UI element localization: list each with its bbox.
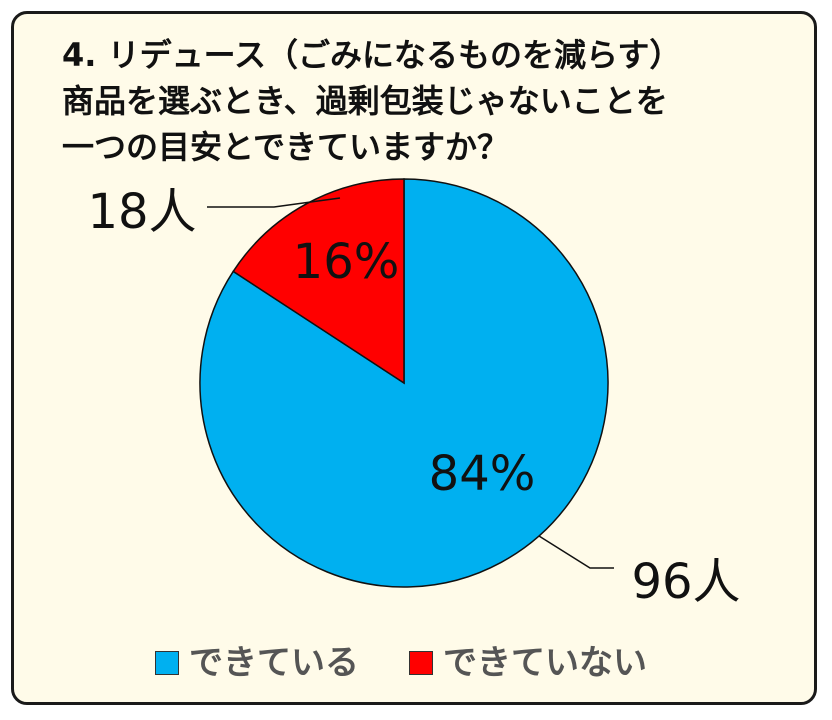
pie-slice-dekiteinai [232,178,405,385]
legend-swatch-dekiteiru [155,651,179,675]
percent-label-dekiteiru: 84% [429,446,536,502]
legend-swatch-dekiteinai [409,651,433,675]
chart-title: 4. リデュース（ごみになるものを減らす） 商品を選ぶとき、過剰包装じゃないこと… [62,36,682,166]
legend-label-dekiteiru: できている [189,643,359,683]
leader-line-dekiteinai [207,197,341,208]
leader-line-dekiteiru [538,535,614,569]
legend-item-dekiteinai: できていない [409,643,647,683]
count-label-dekiteiru: 96人 [631,554,740,610]
legend-label-dekiteinai: できていない [443,643,647,683]
legend: できている できていない [155,643,697,683]
percent-label-dekiteinai: 16% [293,234,400,290]
legend-item-dekiteiru: できている [155,643,359,683]
count-label-dekiteinai: 18人 [87,184,196,240]
